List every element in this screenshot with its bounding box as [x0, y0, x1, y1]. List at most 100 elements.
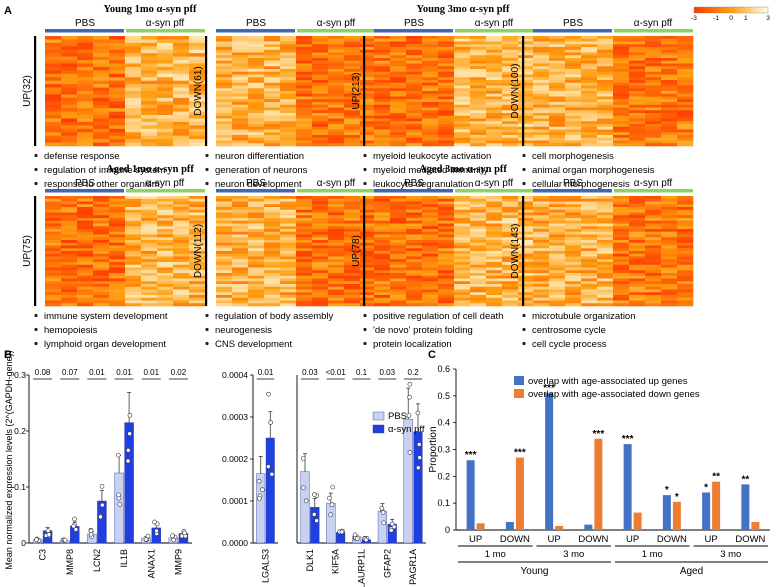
heatmap-cell [486, 104, 503, 108]
heatmap-cell [280, 38, 297, 42]
heatmap-cell [125, 284, 142, 288]
heatmap-cell [518, 80, 535, 84]
heatmap-cell [502, 240, 519, 244]
heatmap-cell [141, 84, 158, 88]
heatmap-cell [280, 204, 297, 208]
heatmap-cell [613, 212, 630, 216]
heatmap-cell [280, 289, 297, 293]
heatmap-cell [565, 218, 582, 222]
heatmap-cell [470, 143, 487, 147]
heatmap-cell [312, 135, 329, 139]
heatmap-cell [406, 289, 423, 293]
heatmap-cell [157, 303, 174, 307]
heatmap-cell [173, 289, 190, 293]
heatmap-cell [296, 295, 313, 299]
heatmap-cell [141, 80, 158, 85]
heatmap-cell [629, 284, 646, 288]
heatmap-cell [629, 253, 646, 257]
heatmap-cell [406, 237, 423, 241]
heatmap-cell [77, 80, 94, 85]
heatmap-cell [109, 70, 126, 75]
heatmap-cell [470, 281, 487, 285]
heatmap-cell [438, 262, 455, 266]
heatmap-cell [374, 273, 391, 277]
heatmap-cell [360, 137, 377, 141]
heatmap-cell [232, 115, 249, 119]
heatmap-cell [125, 256, 142, 260]
heatmap-cell [296, 212, 313, 216]
heatmap-cell [470, 137, 487, 141]
heatmap-cell [296, 74, 313, 78]
heatmap-cell [581, 132, 598, 136]
heatmap-cell [374, 71, 391, 75]
data-point [301, 485, 306, 491]
heatmap-cell [502, 295, 519, 299]
heatmap-cell [157, 278, 174, 282]
heatmap-cell [248, 102, 265, 106]
expression-bar [326, 502, 336, 544]
heatmap-cell [141, 36, 158, 40]
colorbar-step [743, 7, 747, 13]
heatmap-cell [390, 143, 407, 147]
heatmap-cell [189, 207, 206, 211]
heatmap-cell [470, 47, 487, 51]
heatmap-cell [438, 118, 455, 122]
heatmap-cell [374, 52, 391, 56]
legend-swatch-syn [372, 424, 385, 434]
proportion-bar [555, 525, 564, 530]
heatmap-cell [157, 262, 174, 266]
heatmap-cell [502, 113, 519, 117]
heatmap-cell [157, 245, 174, 249]
heatmap-cell [109, 284, 126, 288]
heatmap-cell [248, 204, 265, 208]
heatmap-cell [597, 124, 614, 128]
heatmap-cell [661, 204, 678, 208]
heatmap-cell [629, 275, 646, 279]
heatmap-cell [454, 215, 471, 219]
heatmap-cell [390, 289, 407, 293]
heatmap-cell [613, 55, 630, 59]
go-term: protein localization [373, 339, 452, 350]
heatmap-cell [264, 240, 281, 244]
heatmap-cell [141, 42, 158, 47]
heatmap-cell [422, 85, 439, 89]
heatmap-cell [502, 218, 519, 222]
heatmap-cell [125, 231, 142, 235]
heatmap-cell [77, 49, 94, 54]
heatmap-cell [216, 242, 233, 246]
heatmap-cell [173, 234, 190, 238]
category-label: UP [548, 534, 561, 545]
heatmap-cell [645, 251, 662, 255]
heatmap-cell [157, 60, 174, 64]
heatmap-cell [486, 270, 503, 274]
heatmap-cell [232, 132, 249, 136]
heatmap-cell [581, 229, 598, 233]
heatmap-cell [264, 273, 281, 277]
heatmap-cell [189, 242, 206, 246]
data-point [126, 447, 131, 453]
heatmap-cell [406, 118, 423, 122]
heatmap-cell [216, 102, 233, 106]
heatmap-cell [360, 292, 377, 296]
heatmap-cell [629, 137, 646, 141]
heatmap-cell [390, 281, 407, 285]
pvalue-label: 0.07 [62, 368, 78, 377]
heatmap-cell [173, 278, 190, 282]
expression-bar [413, 431, 423, 544]
heatmap-cell [280, 284, 297, 288]
heatmap-cell [296, 41, 313, 45]
heatmap-cell [109, 39, 126, 44]
heatmap-cell [93, 46, 110, 51]
term-bullet [363, 341, 367, 346]
heatmap-cell [406, 226, 423, 230]
heatmap-cell [45, 87, 62, 92]
heatmap-cell [390, 220, 407, 224]
y-tick-label: 0 [21, 538, 26, 548]
heatmap-cell [328, 113, 345, 117]
syn-group-label: α-syn pff [317, 18, 356, 29]
heatmap-cell [374, 248, 391, 252]
heatmap-cell [677, 38, 694, 42]
heatmap-cell [518, 245, 535, 249]
heatmap-cell [677, 93, 694, 97]
heatmap-cell [390, 118, 407, 122]
